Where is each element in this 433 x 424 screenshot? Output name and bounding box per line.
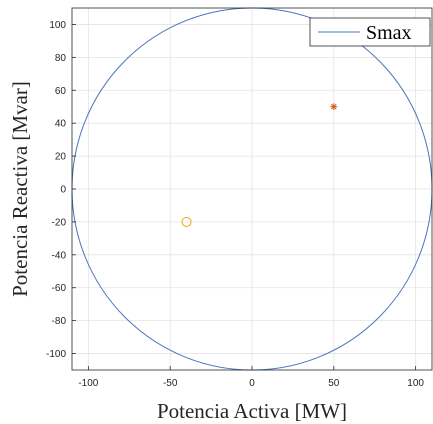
y-tick-label: -20 (52, 217, 67, 228)
grid (72, 8, 432, 370)
x-tick-label: 50 (328, 378, 340, 389)
x-axis-label: Potencia Activa [MW] (157, 399, 347, 423)
y-tick-label: 40 (55, 119, 67, 130)
y-tick-label: -100 (46, 349, 66, 360)
y-tick-label: -40 (52, 250, 67, 261)
x-ticks: -100 -50 0 50 100 (78, 366, 424, 389)
y-tick-label: 20 (55, 152, 67, 163)
x-tick-label: -100 (78, 378, 98, 389)
x-tick-label: -50 (163, 378, 178, 389)
y-tick-label: 80 (55, 53, 67, 64)
data-point-asterisk (330, 103, 338, 111)
y-tick-label: 0 (60, 185, 66, 196)
legend-label-smax: Smax (366, 22, 412, 44)
x-tick-label: 100 (407, 378, 424, 389)
legend: Smax (309, 17, 431, 47)
data-point-circle (181, 216, 192, 227)
y-tick-label: -80 (52, 316, 67, 327)
y-axis-label: Potencia Reactiva [Mvar] (8, 81, 32, 297)
y-tick-label: 60 (55, 86, 67, 97)
x-tick-label: 0 (249, 378, 255, 389)
y-ticks: -100 -80 -60 -40 -20 0 20 40 60 80 100 (46, 20, 76, 360)
y-tick-label: 100 (49, 20, 66, 31)
y-tick-label: -60 (52, 283, 67, 294)
